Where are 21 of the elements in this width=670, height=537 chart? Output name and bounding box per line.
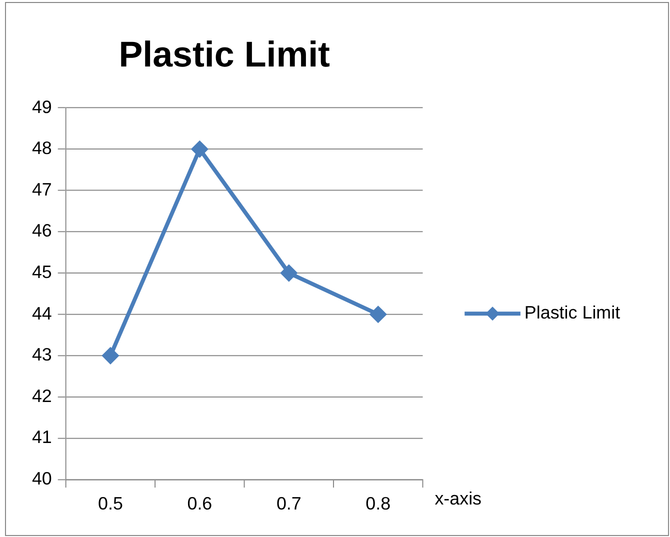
legend-label: Plastic Limit [524, 302, 620, 323]
y-tick-label: 41 [32, 427, 52, 448]
x-tick-label: 0.5 [98, 493, 123, 514]
y-tick-label: 43 [32, 344, 52, 365]
y-tick-label: 42 [32, 386, 52, 406]
y-tick-label: 44 [32, 303, 52, 324]
chart-title: Plastic Limit [118, 34, 330, 74]
y-tick-label: 47 [32, 179, 52, 200]
x-axis-title: x-axis [434, 488, 482, 508]
point [280, 265, 297, 282]
y-tick-label: 46 [32, 220, 52, 241]
point [102, 348, 118, 364]
x-tick-label: 0.8 [366, 493, 391, 514]
x-tick-label: 0.7 [276, 493, 302, 514]
point [192, 141, 208, 158]
y-tick-label: 40 [32, 468, 52, 489]
point [370, 306, 386, 322]
y-tick-label: 45 [32, 262, 52, 282]
y-tick-label: 48 [32, 138, 52, 158]
y-tick-label: 49 [32, 96, 52, 117]
x-tick-label: 0.6 [187, 493, 212, 514]
